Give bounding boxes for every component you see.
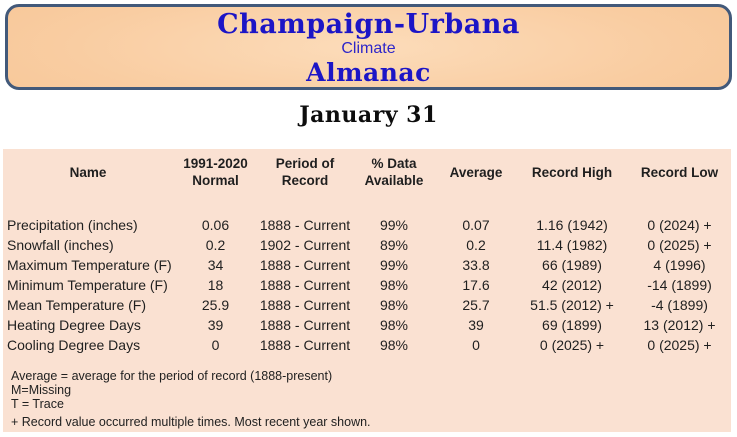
normal-value: 0.2 — [205, 237, 226, 253]
footnote-record-multiple: + Record value occurred multiple times. … — [11, 415, 371, 429]
record-high-value: 0 (2025) + — [539, 337, 605, 353]
almanac-banner: Champaign-Urbana Climate Almanac — [5, 4, 732, 90]
footnote-missing: M=Missing — [11, 383, 72, 397]
average-value: 25.7 — [462, 297, 490, 313]
normal-value: 18 — [207, 277, 224, 293]
period-value: 1888 - Current — [259, 277, 351, 293]
record-low-value: -14 (1899) — [647, 277, 712, 293]
climate-table-panel: Name 1991-2020 Normal Period of Record %… — [3, 149, 731, 432]
pct-value: 98% — [379, 337, 409, 353]
date-heading: January 31 — [299, 102, 438, 128]
footnote-trace: T = Trace — [11, 397, 64, 411]
spacer-row — [3, 195, 731, 215]
period-value: 1888 - Current — [259, 317, 351, 333]
column-header-average: Average — [449, 164, 503, 180]
climate-table: Name 1991-2020 Normal Period of Record %… — [3, 149, 731, 355]
period-value: 1888 - Current — [259, 257, 351, 273]
table-row-mean-temperature: Mean Temperature (F) 25.9 1888 - Current… — [3, 295, 731, 315]
row-name: Minimum Temperature (F) — [7, 277, 168, 293]
average-value: 17.6 — [462, 277, 490, 293]
row-name: Heating Degree Days — [7, 317, 141, 333]
row-name: Snowfall (inches) — [7, 237, 114, 253]
normal-value: 39 — [207, 317, 224, 333]
climate-subtitle: Climate — [341, 40, 396, 57]
pct-value: 98% — [379, 297, 409, 313]
record-low-value: 0 (2025) + — [647, 237, 712, 253]
pct-value: 99% — [379, 217, 409, 233]
table-row-snowfall: Snowfall (inches) 0.2 1902 - Current 89%… — [3, 235, 731, 255]
footnote-average: Average = average for the period of reco… — [11, 369, 333, 383]
table-header-row: Name 1991-2020 Normal Period of Record %… — [3, 149, 731, 195]
column-header-record-low: Record Low — [640, 164, 719, 180]
table-row-precipitation: Precipitation (inches) 0.06 1888 - Curre… — [3, 215, 731, 235]
normal-value: 25.9 — [201, 297, 230, 313]
normal-value: 34 — [207, 257, 224, 273]
normal-value: 0.06 — [201, 217, 230, 233]
record-high-value: 11.4 (1982) — [536, 237, 608, 253]
almanac-title: Almanac — [306, 58, 431, 87]
average-value: 33.8 — [462, 257, 490, 273]
period-value: 1902 - Current — [259, 237, 351, 253]
period-value: 1888 - Current — [259, 297, 351, 313]
column-header-name: Name — [69, 164, 107, 180]
pct-value: 89% — [379, 237, 409, 253]
period-value: 1888 - Current — [259, 217, 351, 233]
table-row-heating-degree-days: Heating Degree Days 39 1888 - Current 98… — [3, 315, 731, 335]
average-value: 0.2 — [466, 237, 486, 253]
record-high-value: 1.16 (1942) — [536, 217, 608, 233]
column-header-normal: 1991-2020 Normal — [183, 156, 248, 188]
record-low-value: 4 (1996) — [653, 257, 706, 273]
row-name: Maximum Temperature (F) — [7, 257, 172, 273]
normal-value: 0 — [211, 337, 220, 353]
period-value: 1888 - Current — [259, 337, 351, 353]
pct-value: 98% — [379, 317, 409, 333]
record-high-value: 42 (2012) — [542, 277, 602, 293]
record-low-value: -4 (1899) — [651, 297, 708, 313]
record-low-value: 0 (2024) + — [647, 217, 712, 233]
footnotes: Average = average for the period of reco… — [11, 369, 731, 429]
column-header-record-high: Record High — [531, 164, 613, 180]
pct-value: 99% — [379, 257, 409, 273]
average-value: 0 — [472, 337, 480, 353]
pct-value: 98% — [379, 277, 409, 293]
record-high-value: 69 (1899) — [542, 317, 602, 333]
table-row-max-temperature: Maximum Temperature (F) 34 1888 - Curren… — [3, 255, 731, 275]
average-value: 0.07 — [462, 217, 490, 233]
city-title: Champaign-Urbana — [217, 9, 520, 40]
column-header-period: Period of Record — [275, 156, 335, 188]
column-header-pct-available: % Data Available — [364, 156, 424, 188]
record-high-value: 51.5 (2012) + — [530, 297, 614, 313]
record-low-value: 13 (2012) + — [643, 317, 716, 333]
table-row-cooling-degree-days: Cooling Degree Days 0 1888 - Current 98%… — [3, 335, 731, 355]
row-name: Cooling Degree Days — [7, 337, 141, 353]
average-value: 39 — [468, 317, 484, 333]
row-name: Mean Temperature (F) — [7, 297, 147, 313]
record-high-value: 66 (1989) — [542, 257, 602, 273]
row-name: Precipitation (inches) — [7, 217, 138, 233]
record-low-value: 0 (2025) + — [647, 337, 712, 353]
table-row-min-temperature: Minimum Temperature (F) 18 1888 - Curren… — [3, 275, 731, 295]
